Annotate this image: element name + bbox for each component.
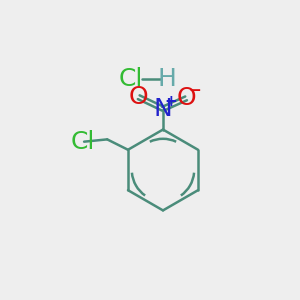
Text: Cl: Cl [118,67,143,91]
Text: H: H [158,67,177,91]
Text: +: + [164,94,177,109]
Text: −: − [188,83,201,98]
Text: O: O [129,85,148,109]
Text: N: N [154,97,172,121]
Text: O: O [176,86,196,110]
Text: Cl: Cl [71,130,95,154]
